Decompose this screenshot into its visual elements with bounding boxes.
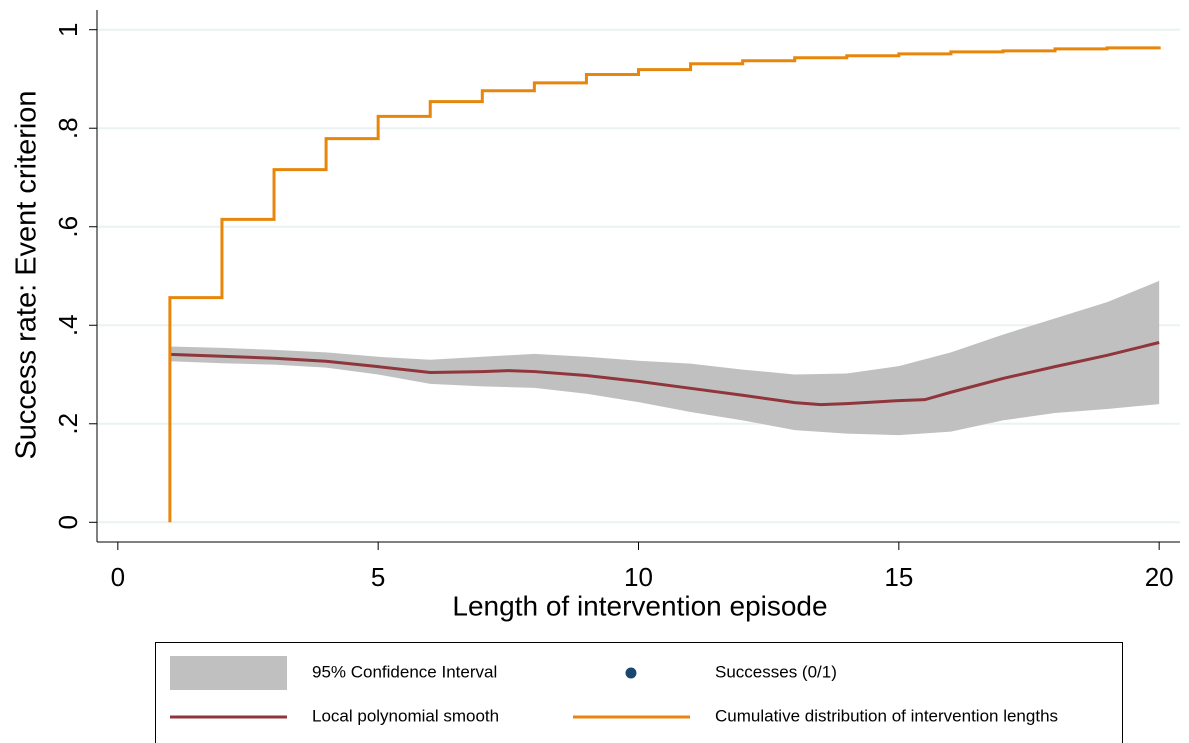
x-axis-title: Length of intervention episode [452,590,827,621]
legend-box [155,642,1123,743]
legend-label: Cumulative distribution of intervention … [715,706,1058,725]
legend-label: 95% Confidence Interval [312,662,497,681]
x-tick-label: 15 [884,562,913,592]
x-tick-label: 5 [371,562,385,592]
y-tick-label: .6 [53,216,83,238]
y-tick-label: 0 [53,515,83,529]
confidence-band [169,280,1160,436]
x-tick-label: 20 [1145,562,1174,592]
legend-label: Successes (0/1) [715,662,837,681]
x-tick-label: 0 [111,562,125,592]
legend-swatch [170,656,287,690]
y-tick-label: 1 [53,22,83,36]
legend-label: Local polynomial smooth [312,706,499,725]
legend-marker [625,667,637,679]
y-tick-label: .8 [53,117,83,139]
smooth-line [169,341,1160,407]
y-tick-label: .4 [53,314,83,336]
cdf-step-line [168,46,1161,523]
y-tick-label: .2 [53,413,83,435]
x-tick-label: 10 [624,562,653,592]
y-axis-title: Success rate: Event criterion [11,90,43,459]
